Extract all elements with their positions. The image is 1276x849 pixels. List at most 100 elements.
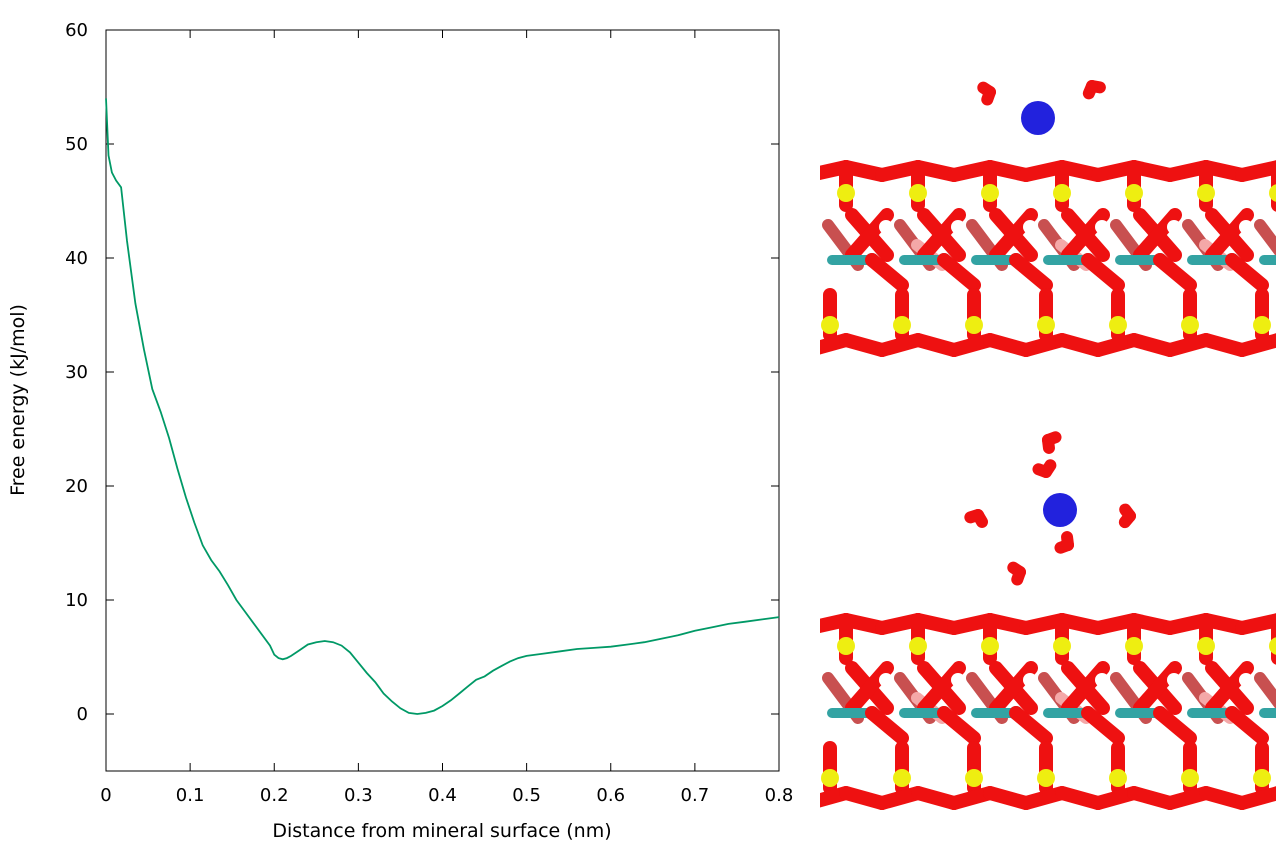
bond: [1254, 219, 1276, 257]
bond: [1061, 531, 1074, 551]
hydrogen-atom: [951, 220, 965, 234]
bond: [865, 253, 909, 292]
axis-ticks: [105, 29, 780, 771]
bond: [1205, 208, 1254, 262]
y-tick-label: 50: [65, 134, 88, 155]
silicon-atom: [981, 184, 999, 202]
y-tick-labels: 0 10 20 30 40 50 60: [65, 20, 88, 725]
bond: [1225, 253, 1269, 292]
bond: [1040, 459, 1057, 478]
plot-frame: [105, 29, 780, 772]
silicon-atom: [1197, 637, 1215, 655]
molecular-snapshots: [820, 78, 1276, 810]
y-tick-label: 30: [65, 362, 88, 383]
hydrogen-atom: [1095, 220, 1109, 234]
hydrogen-atom: [1023, 220, 1037, 234]
silicon-atom: [1197, 184, 1215, 202]
bond: [1205, 661, 1254, 715]
bond: [1009, 253, 1053, 292]
bond: [989, 208, 1038, 262]
bond: [1153, 253, 1197, 292]
silicon-atom: [821, 316, 839, 334]
bond: [1082, 80, 1098, 100]
x-tick-label: 0.3: [344, 785, 373, 806]
bond: [917, 208, 966, 262]
x-tick-label: 0.8: [765, 785, 794, 806]
hydrogen-atom: [879, 220, 893, 234]
silicon-atom: [981, 637, 999, 655]
silicon-atom: [1109, 769, 1127, 787]
silicon-atom: [909, 184, 927, 202]
adsorbed-ion-snapshot: [820, 78, 1276, 357]
bond: [964, 509, 984, 524]
cation-atom: [1043, 493, 1077, 527]
bond: [1119, 503, 1136, 522]
bond: [1133, 208, 1182, 262]
y-tick-label: 20: [65, 476, 88, 497]
silicon-atom: [1037, 769, 1055, 787]
bond: [1235, 613, 1276, 635]
x-tick-label: 0.2: [260, 785, 289, 806]
silicon-atom: [1269, 184, 1276, 202]
bond: [1081, 253, 1125, 292]
silicon-atom: [1053, 184, 1071, 202]
free-energy-chart: 0 0.1 0.2 0.3 0.4 0.5 0.6 0.7 0.8 0102030405060 …: [7, 20, 793, 842]
silicon-atom: [893, 769, 911, 787]
bond: [1235, 333, 1276, 357]
bond: [1061, 208, 1110, 262]
x-tick-label: 0.5: [512, 785, 541, 806]
hydrated-ion-snapshot: [820, 429, 1276, 810]
bond: [1081, 706, 1125, 745]
hydrogen-atom: [879, 673, 893, 687]
bond: [937, 253, 981, 292]
silicon-atom: [1253, 316, 1271, 334]
hydrogen-atom: [1095, 673, 1109, 687]
bond: [977, 81, 996, 98]
cation-atom: [1021, 101, 1055, 135]
hydrogen-atom: [1023, 673, 1037, 687]
bond: [937, 706, 981, 745]
hydrogen-atom: [951, 673, 965, 687]
bond: [1061, 661, 1110, 715]
free-energy-line: [105, 98, 780, 715]
silicon-atom: [1253, 769, 1271, 787]
x-axis-label: Distance from mineral surface (nm): [272, 820, 611, 842]
silicon-atom: [1037, 316, 1055, 334]
silicon-atom: [1109, 316, 1127, 334]
y-tick-label: 0: [77, 704, 88, 725]
bond: [1009, 706, 1053, 745]
silicon-atom: [909, 637, 927, 655]
bond: [1235, 786, 1276, 810]
silicon-atom: [1181, 769, 1199, 787]
x-tick-label: 0.1: [176, 785, 205, 806]
x-tick-label: 0.7: [681, 785, 710, 806]
x-tick-labels: 0 0.1 0.2 0.3 0.4 0.5 0.6 0.7 0.8: [100, 785, 793, 806]
bond: [1042, 434, 1055, 454]
bond: [1225, 706, 1269, 745]
silicon-atom: [837, 637, 855, 655]
silicon-atom: [837, 184, 855, 202]
bond: [1133, 661, 1182, 715]
bond: [1007, 561, 1026, 578]
hydrogen-atom: [1239, 673, 1253, 687]
bond: [1235, 160, 1276, 182]
bond: [1153, 706, 1197, 745]
silicon-atom: [893, 316, 911, 334]
y-tick-label: 40: [65, 248, 88, 269]
silicon-atom: [965, 769, 983, 787]
y-axis-label: Free energy (kJ/mol): [7, 304, 29, 496]
silicon-atom: [1125, 184, 1143, 202]
hydrogen-atom: [1167, 220, 1181, 234]
silicon-atom: [965, 316, 983, 334]
x-tick-label: 0.4: [428, 785, 457, 806]
silicon-atom: [1053, 637, 1071, 655]
bond: [1254, 672, 1276, 710]
bond: [989, 661, 1038, 715]
silicon-atom: [1181, 316, 1199, 334]
y-tick-label: 60: [65, 20, 88, 41]
bond: [865, 706, 909, 745]
bond: [845, 208, 894, 262]
hydrogen-atom: [1167, 673, 1181, 687]
hydrogen-atom: [1239, 220, 1253, 234]
bond: [917, 661, 966, 715]
